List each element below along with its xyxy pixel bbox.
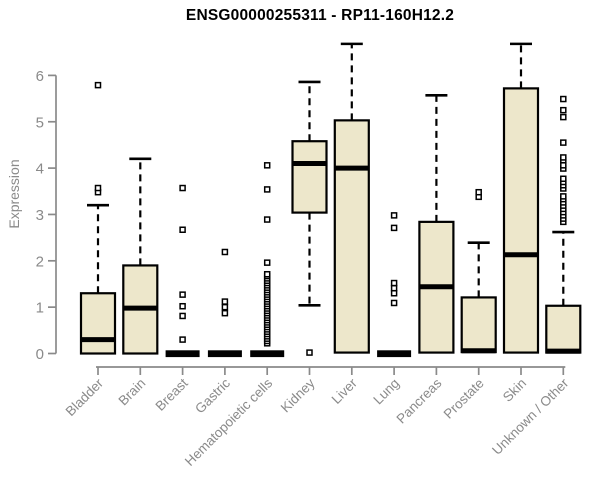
outlier-point-gastric <box>221 309 229 317</box>
outlier-point-unknown-other <box>560 113 567 121</box>
outlier-point-hematopoietic-cells <box>263 162 271 169</box>
outlier-point-hematopoietic-cells <box>263 186 271 193</box>
x-tick-label-pancreas: Pancreas <box>394 375 445 426</box>
x-tick-label-brain: Brain <box>116 376 149 409</box>
box-liver <box>333 119 370 354</box>
outlier-point-unknown-other <box>560 162 567 169</box>
outlier-point-unknown-other <box>560 139 567 146</box>
outlier-point-bladder <box>94 184 102 192</box>
outlier-point-unknown-other <box>560 154 567 161</box>
x-tick-label-prostate: Prostate <box>441 376 487 422</box>
box-hematopoietic-cells <box>250 350 285 358</box>
outlier-point-lung <box>390 279 398 287</box>
x-tick-label-breast: Breast <box>153 375 191 413</box>
x-tick-label-skin: Skin <box>500 376 529 405</box>
y-tick-label-6: 6 <box>36 68 44 85</box>
y-tick-label-5: 5 <box>36 114 44 131</box>
outlier-point-gastric <box>221 248 229 256</box>
box-skin <box>502 87 540 354</box>
box-gastric <box>207 350 242 358</box>
box-breast <box>165 350 200 358</box>
outlier-point-hematopoietic-cells <box>263 259 271 266</box>
x-tick-label-bladder: Bladder <box>63 375 107 419</box>
outlier-point-lung <box>390 299 398 307</box>
y-tick-label-3: 3 <box>36 207 44 224</box>
outlier-point-bladder <box>94 81 102 89</box>
outlier-point-gastric <box>221 298 229 305</box>
outlier-point-prostate <box>475 188 482 196</box>
outlier-point-lung <box>390 212 398 219</box>
outlier-point-lung <box>390 224 398 232</box>
y-tick-label-4: 4 <box>36 161 44 178</box>
outlier-point-breast <box>179 336 186 343</box>
outlier-point-unknown-other <box>560 95 567 103</box>
outlier-point-breast <box>179 226 186 233</box>
chart-title: ENSG00000255311 - RP11-160H12.2 <box>185 7 455 24</box>
outlier-point-kidney <box>306 349 313 356</box>
outlier-point-hematopoietic-cells <box>263 270 271 278</box>
outlier-point-unknown-other <box>560 175 567 183</box>
box-bladder <box>79 292 117 355</box>
y-tick-label-1: 1 <box>36 300 44 317</box>
outlier-point-unknown-other <box>560 106 567 114</box>
box-prostate <box>460 296 497 354</box>
x-tick-label-kidney: Kidney <box>278 375 318 415</box>
outlier-point-breast <box>179 302 186 310</box>
box-unknown-other <box>545 304 582 354</box>
outlier-point-breast <box>179 291 186 298</box>
x-tick-label-gastric: Gastric <box>192 375 233 416</box>
outlier-point-hematopoietic-cells <box>263 216 271 223</box>
y-tick-label-2: 2 <box>36 253 44 270</box>
x-tick-label-lung: Lung <box>370 376 402 408</box>
outlier-point-lung <box>390 284 398 292</box>
outlier-point-breast <box>179 184 186 192</box>
box-kidney <box>291 140 328 214</box>
outlier-point-unknown-other <box>560 193 567 200</box>
outlier-point-lung <box>390 289 398 297</box>
x-tick-label-unknown-other: Unknown / Other <box>489 375 572 458</box>
x-tick-label-liver: Liver <box>329 375 361 407</box>
box-lung <box>377 350 412 358</box>
outlier-point-gastric <box>221 303 229 311</box>
y-tick-label-0: 0 <box>36 346 44 363</box>
outlier-point-breast <box>179 312 186 320</box>
